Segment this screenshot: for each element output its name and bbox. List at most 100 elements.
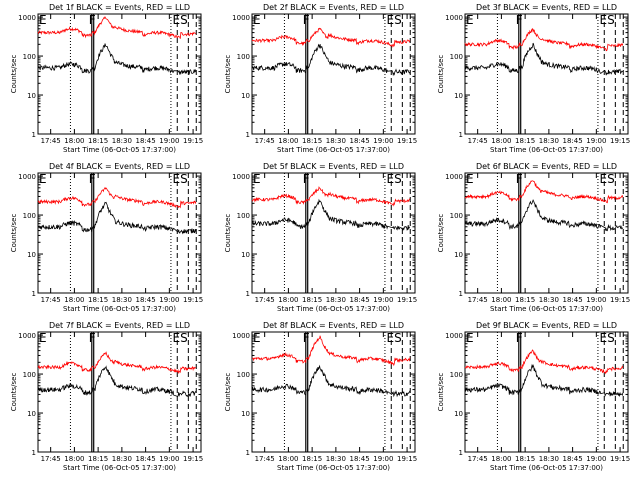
plot-frame bbox=[464, 13, 629, 135]
x-tick-label: 19:15 bbox=[610, 137, 630, 145]
y-tick-label: 1 bbox=[32, 131, 36, 139]
panel-title: Det 2f BLACK = Events, RED = LLD bbox=[263, 3, 404, 12]
x-tick-label: 18:00 bbox=[491, 137, 511, 145]
series-events bbox=[251, 198, 411, 231]
x-tick-label: 19:15 bbox=[397, 296, 417, 304]
marker-label-f: F bbox=[516, 172, 523, 186]
marker-label-es: ES bbox=[173, 172, 188, 186]
x-axis-label: Start Time (06-Oct-05 17:37:00) bbox=[63, 146, 176, 154]
y-tick-label: 1000 bbox=[232, 14, 250, 22]
y-tick-label: 10 bbox=[454, 410, 463, 418]
y-tick-label: 100 bbox=[450, 212, 463, 220]
x-tick-label: 18:00 bbox=[491, 455, 511, 463]
x-tick-label: 17:45 bbox=[41, 137, 61, 145]
series-lld bbox=[37, 351, 197, 374]
x-tick-label: 18:00 bbox=[64, 455, 84, 463]
y-tick-label: 10 bbox=[241, 251, 250, 259]
y-tick-label: 100 bbox=[237, 371, 250, 379]
panel-2: Det 2f BLACK = Events, RED = LLD 1 10 100 10… bbox=[224, 3, 417, 154]
y-tick-label: 100 bbox=[23, 53, 36, 61]
series-events bbox=[37, 365, 197, 397]
marker-label-e: E bbox=[39, 331, 47, 345]
marker-label-es: ES bbox=[600, 172, 615, 186]
panel-title: Det 1f BLACK = Events, RED = LLD bbox=[49, 3, 190, 12]
x-tick-label: 18:45 bbox=[136, 137, 156, 145]
y-tick-label: 1 bbox=[32, 449, 36, 457]
x-axis-label: Start Time (06-Oct-05 17:37:00) bbox=[490, 464, 603, 472]
x-tick-label: 18:45 bbox=[350, 296, 370, 304]
panel-7: Det 7f BLACK = Events, RED = LLD 1 10 100 10… bbox=[10, 321, 203, 472]
marker-label-e: E bbox=[253, 331, 261, 345]
y-tick-label: 1000 bbox=[232, 332, 250, 340]
y-tick-label: 10 bbox=[241, 410, 250, 418]
y-tick-label: 1000 bbox=[232, 173, 250, 181]
x-tick-label: 17:45 bbox=[468, 137, 488, 145]
series-events bbox=[464, 363, 624, 398]
y-axis-label: Counts/sec bbox=[224, 373, 232, 412]
x-tick-label: 18:45 bbox=[563, 455, 583, 463]
x-tick-label: 19:00 bbox=[586, 137, 606, 145]
marker-label-es: ES bbox=[387, 331, 402, 345]
x-tick-label: 19:15 bbox=[183, 296, 203, 304]
plot-frame bbox=[251, 13, 416, 135]
marker-label-e: E bbox=[253, 13, 261, 27]
y-axis-label: Counts/sec bbox=[437, 214, 445, 253]
x-tick-label: 18:45 bbox=[350, 137, 370, 145]
x-tick-label: 18:15 bbox=[88, 296, 108, 304]
series-events bbox=[251, 364, 411, 398]
marker-label-es: ES bbox=[600, 13, 615, 27]
panel-title: Det 7f BLACK = Events, RED = LLD bbox=[49, 321, 190, 330]
x-tick-label: 18:15 bbox=[302, 296, 322, 304]
x-tick-label: 19:15 bbox=[397, 137, 417, 145]
x-tick-label: 18:00 bbox=[278, 137, 298, 145]
x-tick-label: 19:00 bbox=[373, 296, 393, 304]
x-tick-label: 18:15 bbox=[302, 137, 322, 145]
marker-label-f: F bbox=[303, 172, 310, 186]
series-lld bbox=[37, 16, 197, 39]
series-events bbox=[464, 199, 624, 232]
x-tick-label: 18:45 bbox=[563, 296, 583, 304]
x-axis-label: Start Time (06-Oct-05 17:37:00) bbox=[490, 146, 603, 154]
y-tick-label: 100 bbox=[23, 371, 36, 379]
y-tick-label: 10 bbox=[241, 92, 250, 100]
y-tick-label: 1000 bbox=[445, 14, 463, 22]
y-tick-label: 100 bbox=[450, 371, 463, 379]
y-tick-label: 1 bbox=[246, 290, 250, 298]
marker-label-f: F bbox=[303, 13, 310, 27]
x-axis-label: Start Time (06-Oct-05 17:37:00) bbox=[63, 464, 176, 472]
plot-frame bbox=[37, 331, 202, 453]
x-tick-label: 18:30 bbox=[326, 455, 346, 463]
y-tick-label: 100 bbox=[237, 212, 250, 220]
y-axis-label: Counts/sec bbox=[437, 373, 445, 412]
marker-label-f: F bbox=[303, 331, 310, 345]
series-lld bbox=[252, 335, 411, 367]
panel-1: Det 1f BLACK = Events, RED = LLD 1 10 100 10… bbox=[10, 3, 203, 154]
panel-9: Det 9f BLACK = Events, RED = LLD 1 10 100 10… bbox=[437, 321, 630, 472]
x-tick-label: 17:45 bbox=[41, 296, 61, 304]
x-tick-label: 18:15 bbox=[515, 137, 535, 145]
y-tick-label: 100 bbox=[23, 212, 36, 220]
x-tick-label: 18:30 bbox=[326, 137, 346, 145]
x-tick-label: 18:30 bbox=[326, 296, 346, 304]
panel-title: Det 4f BLACK = Events, RED = LLD bbox=[49, 162, 190, 171]
y-axis-label: Counts/sec bbox=[10, 373, 18, 412]
marker-label-f: F bbox=[516, 13, 523, 27]
marker-label-es: ES bbox=[600, 331, 615, 345]
x-tick-label: 17:45 bbox=[41, 455, 61, 463]
y-tick-label: 1 bbox=[246, 131, 250, 139]
series-lld bbox=[251, 186, 411, 207]
panel-3: Det 3f BLACK = Events, RED = LLD 1 10 100 10… bbox=[437, 3, 630, 154]
y-axis-label: Counts/sec bbox=[437, 55, 445, 94]
marker-label-e: E bbox=[253, 172, 261, 186]
x-tick-label: 18:15 bbox=[515, 455, 535, 463]
y-axis-label: Counts/sec bbox=[224, 214, 232, 253]
y-tick-label: 1000 bbox=[18, 173, 36, 181]
x-axis-label: Start Time (06-Oct-05 17:37:00) bbox=[277, 146, 390, 154]
x-tick-label: 17:45 bbox=[255, 455, 275, 463]
y-tick-label: 10 bbox=[27, 410, 36, 418]
x-tick-label: 18:15 bbox=[515, 296, 535, 304]
x-tick-label: 18:45 bbox=[350, 455, 370, 463]
panel-title: Det 3f BLACK = Events, RED = LLD bbox=[476, 3, 617, 12]
